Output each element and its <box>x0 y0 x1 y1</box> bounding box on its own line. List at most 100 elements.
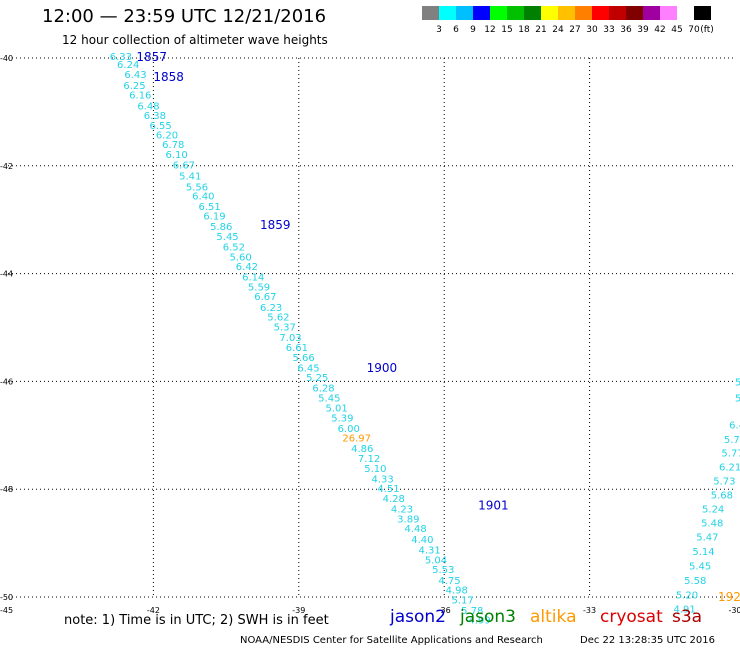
data-point-label: 6.21 <box>719 463 740 474</box>
time-label: 1927 <box>718 590 740 604</box>
data-point-label: 5.78 <box>461 606 483 617</box>
y-tick-label: -44 <box>0 270 13 279</box>
legend-s3a: s3a <box>672 607 703 627</box>
data-point-label: 5.66 <box>292 353 314 364</box>
colorbar-swatch <box>524 6 541 20</box>
data-point-label: 6.38 <box>144 111 166 122</box>
colorbar-label: 30 <box>586 25 598 35</box>
data-point-label: 5.58 <box>684 576 706 587</box>
data-point-label: 6.23 <box>260 303 282 314</box>
data-point-label: 5.10 <box>364 464 386 475</box>
colorbar-label: 15 <box>501 25 512 35</box>
colorbar-swatch <box>660 6 677 20</box>
colorbar-swatch <box>439 6 456 20</box>
time-label: 1900 <box>367 361 398 375</box>
data-point-label: 5.39 <box>331 414 353 425</box>
colorbar-label: 6 <box>453 25 459 35</box>
colorbar-swatch <box>677 6 694 20</box>
data-point-label: 5.25 <box>306 373 328 384</box>
colorbar-swatch <box>541 6 558 20</box>
generated-timestamp: Dec 22 13:28:35 UTC 2016 <box>580 635 715 646</box>
data-point-label: 6.42 <box>236 262 258 273</box>
x-tick-label: -33 <box>583 606 596 615</box>
colorbar-label: 18 <box>518 25 530 35</box>
data-point-label: 4.28 <box>383 494 405 505</box>
data-point-label: 6.43 <box>124 70 146 81</box>
data-point-label: 5.48 <box>701 519 723 530</box>
data-point-label: 5.68 <box>711 491 733 502</box>
data-point-label: 7.03 <box>279 333 301 344</box>
data-point-label: 5 <box>735 377 740 388</box>
data-point-label: 6.55 <box>150 121 172 132</box>
x-tick-label: -42 <box>147 606 160 615</box>
data-point-label: 5.59 <box>248 283 270 294</box>
colorbar-swatch <box>694 6 711 20</box>
colorbar-label: 33 <box>603 25 614 35</box>
colorbar-label: 21 <box>535 25 546 35</box>
legend-jason2: jason2 <box>390 607 446 627</box>
colorbar-unit: (ft) <box>700 25 714 35</box>
data-point-label: 4.33 <box>372 474 394 485</box>
colorbar-label: 24 <box>552 25 564 35</box>
data-point-label: 4.99 <box>468 616 490 627</box>
legend-cryosat: cryosat <box>600 607 663 627</box>
data-point-label: 5.62 <box>267 313 289 324</box>
data-point-label: 26.97 <box>342 433 371 444</box>
data-point-label: 5.41 <box>179 172 201 183</box>
time-label: 1901 <box>478 498 509 512</box>
data-point-label: 5 <box>735 394 740 405</box>
data-point-label: 5.24 <box>702 505 724 516</box>
x-tick-label: -36 <box>438 606 451 615</box>
time-label: 1859 <box>260 218 291 232</box>
data-point-label: 6.28 <box>312 383 334 394</box>
data-point-label: 6.78 <box>162 140 184 151</box>
data-point-label: 6.10 <box>166 150 188 161</box>
x-tick-label: -30 <box>728 606 740 615</box>
data-point-label: 6.33 <box>110 52 132 63</box>
data-point-label: 6.67 <box>173 161 195 172</box>
data-point-label: 5.17 <box>451 596 473 607</box>
y-tick-label: -48 <box>0 485 13 494</box>
data-point-label: 5.45 <box>689 562 711 573</box>
data-point-label: 7.12 <box>358 454 380 465</box>
colorbar-swatch <box>558 6 575 20</box>
colorbar-swatch <box>609 6 626 20</box>
data-point-label: 4.86 <box>351 444 373 455</box>
data-point-label: 5.37 <box>274 322 296 333</box>
data-point-label: 6.19 <box>203 211 225 222</box>
data-point-label: 5.04 <box>425 555 447 566</box>
colorbar-label: 27 <box>569 25 580 35</box>
corner-tick-label: -45 <box>0 606 13 615</box>
legend-jason3: jason3 <box>460 607 516 627</box>
y-tick-label: -50 <box>0 593 13 602</box>
data-point-label: 6.61 <box>286 343 308 354</box>
colorbar-swatch <box>473 6 490 20</box>
data-point-label: 5.01 <box>325 403 347 414</box>
colorbar-label: 3 <box>436 25 442 35</box>
data-point-label: 5.74 <box>724 435 740 446</box>
colorbar-swatch <box>490 6 507 20</box>
colorbar-swatch <box>507 6 524 20</box>
colorbar-label: 70 <box>688 25 700 35</box>
colorbar-swatch <box>456 6 473 20</box>
data-point-label: 4.75 <box>438 576 460 587</box>
data-point-label: 6.24 <box>117 60 139 71</box>
colorbar-swatch <box>575 6 592 20</box>
data-point-label: 6.51 <box>198 202 220 213</box>
y-tick-label: -46 <box>0 377 13 386</box>
data-point-label: 5.60 <box>229 252 251 263</box>
data-point-label: 6.25 <box>123 81 145 92</box>
colorbar-label: 9 <box>470 25 476 35</box>
data-point-label: 6.20 <box>156 131 178 142</box>
credit-text: NOAA/NESDIS Center for Satellite Applica… <box>240 635 543 646</box>
data-point-label: 6.40 <box>192 191 214 202</box>
data-point-label: 4.31 <box>419 546 441 557</box>
colorbar-swatch <box>626 6 643 20</box>
colorbar-swatch <box>422 6 439 20</box>
data-point-label: 5.53 <box>432 565 454 576</box>
data-point-label: 6.00 <box>338 424 360 435</box>
data-point-label: 6.52 <box>223 243 245 254</box>
colorbar-label: 12 <box>484 25 495 35</box>
data-point-label: 4.40 <box>411 535 433 546</box>
